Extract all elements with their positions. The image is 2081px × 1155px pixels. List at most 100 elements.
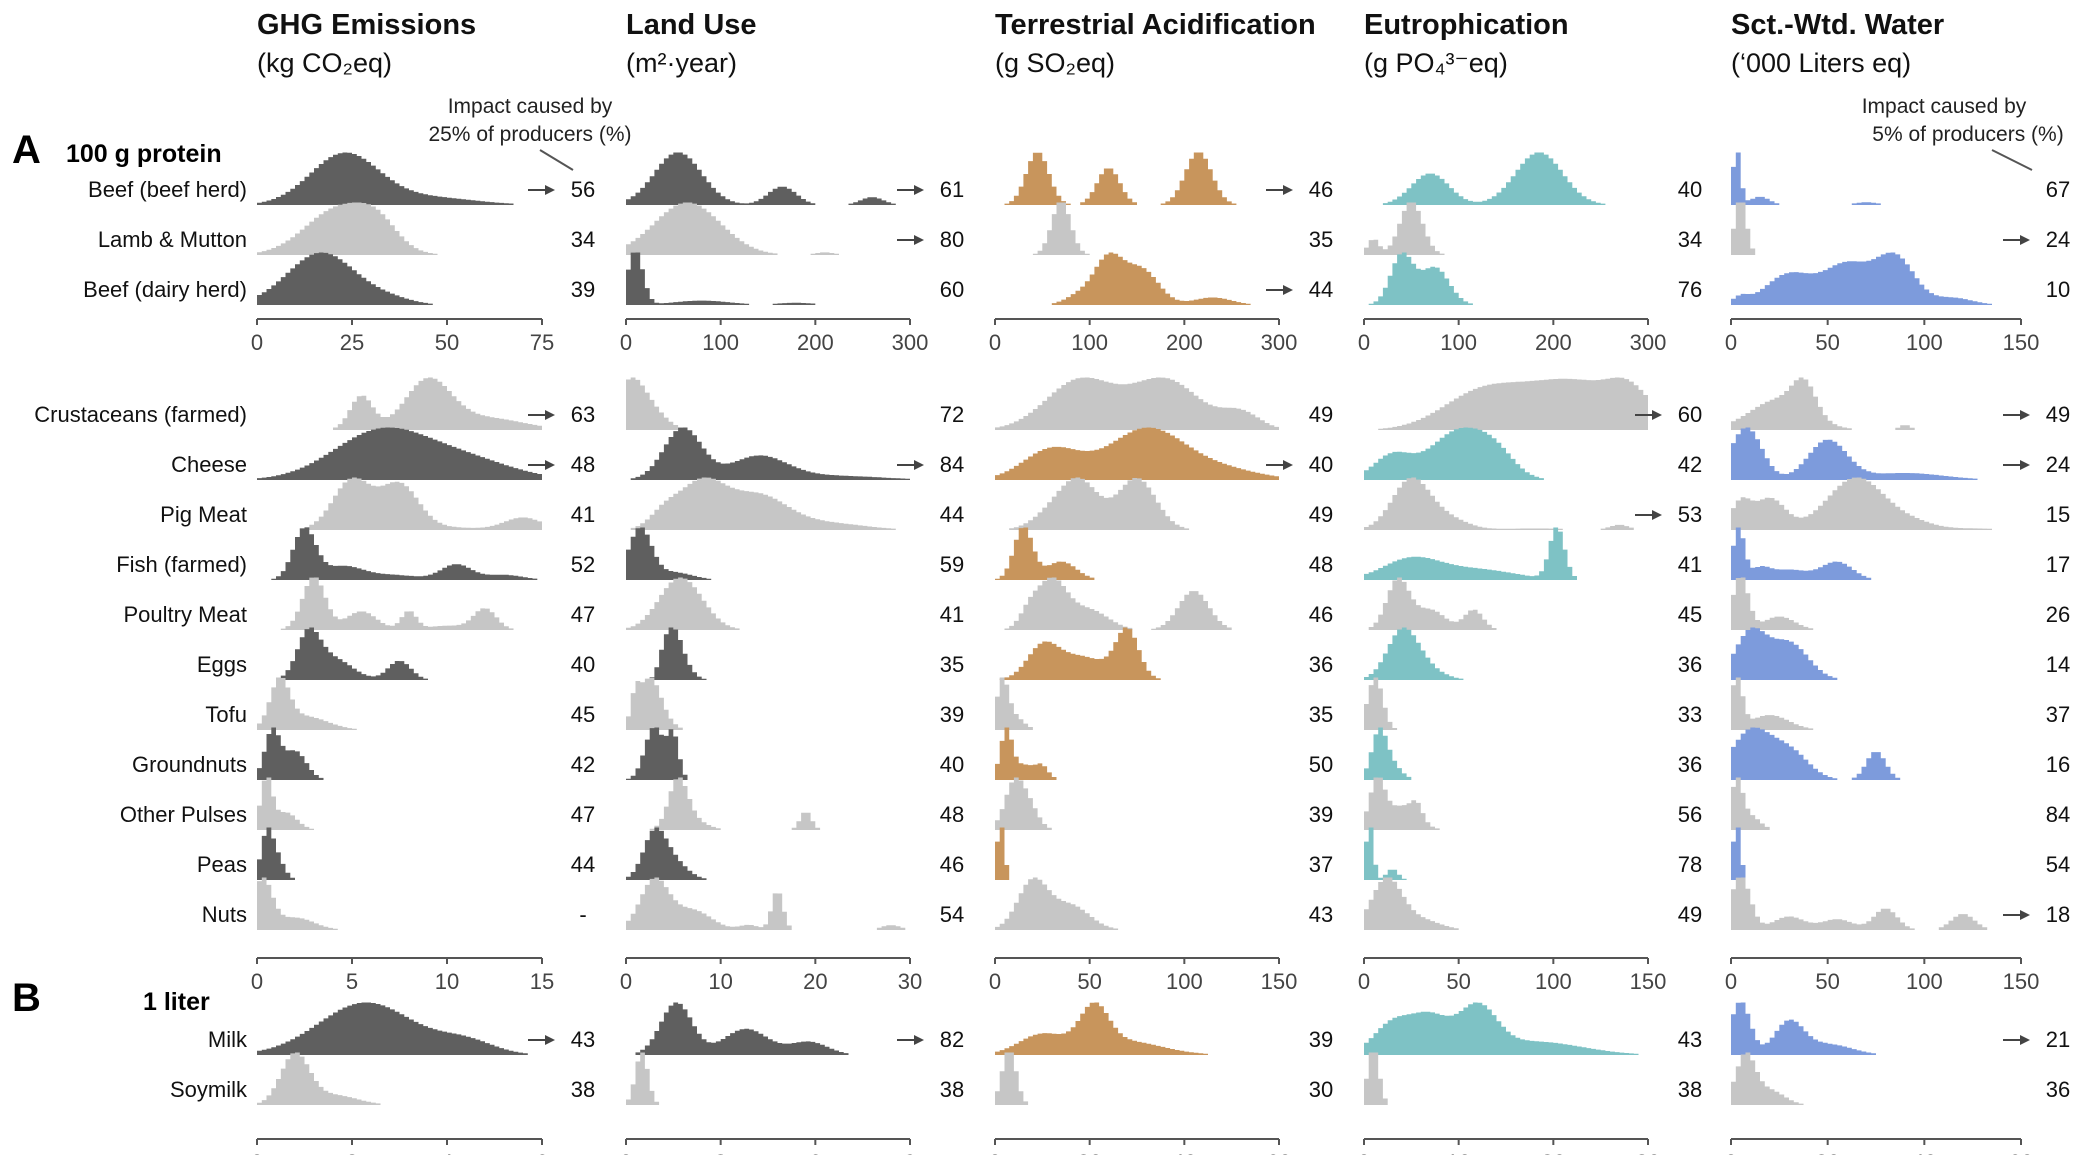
distribution-ghg bbox=[257, 827, 295, 880]
distribution-acid bbox=[1004, 152, 1237, 205]
right-arrow-icon bbox=[914, 460, 924, 470]
share-value-land: 48 bbox=[940, 802, 964, 827]
x-tick-label: 50 bbox=[1815, 969, 1839, 994]
x-tick-label: 0 bbox=[1725, 969, 1737, 994]
row-label: Beef (beef herd) bbox=[88, 177, 247, 202]
distribution-eutro bbox=[1364, 202, 1445, 255]
distribution-ghg bbox=[257, 152, 514, 205]
share-value-land: 61 bbox=[940, 177, 964, 202]
share-value-water: 67 bbox=[2046, 177, 2070, 202]
share-value-acid: 46 bbox=[1309, 602, 1333, 627]
distribution-ghg bbox=[257, 1052, 381, 1105]
x-tick-label: 4 bbox=[441, 1150, 453, 1155]
x-tick-label: 50 bbox=[1446, 969, 1470, 994]
x-tick-label: 50 bbox=[1077, 969, 1101, 994]
x-tick-label: 9 bbox=[904, 1150, 916, 1155]
distribution-ghg bbox=[280, 577, 514, 630]
x-tick-label: 100 bbox=[702, 330, 739, 355]
distribution-ghg bbox=[257, 427, 542, 480]
share-value-land: 84 bbox=[940, 452, 964, 477]
header-title-ghg: GHG Emissions bbox=[257, 9, 476, 41]
x-tick-label: 20 bbox=[1815, 1150, 1839, 1155]
x-tick-label: 25 bbox=[340, 330, 364, 355]
share-value-acid: 48 bbox=[1309, 552, 1333, 577]
right-arrow-icon bbox=[2020, 910, 2030, 920]
share-value-ghg: 43 bbox=[571, 1027, 595, 1052]
row-label: Lamb & Mutton bbox=[98, 227, 247, 252]
distribution-land bbox=[626, 202, 839, 255]
distribution-land bbox=[626, 877, 906, 930]
panel-b-title: 1 liter bbox=[143, 988, 210, 1016]
row-label: Tofu bbox=[205, 702, 247, 727]
header-unit-land: (m²·year) bbox=[626, 48, 737, 78]
distribution-land bbox=[635, 1002, 849, 1055]
x-tick-label: 100 bbox=[1906, 969, 1943, 994]
distribution-acid bbox=[995, 727, 1057, 780]
row-beef-beef-herd: Beef (beef herd) 56 61 46 40 67 bbox=[88, 152, 2070, 205]
x-tick-label: 10 bbox=[1446, 1150, 1470, 1155]
x-tick-label: 0 bbox=[989, 969, 1001, 994]
x-tick-label: 200 bbox=[797, 330, 834, 355]
right-arrow-icon bbox=[2020, 460, 2030, 470]
share-value-water: 49 bbox=[2046, 402, 2070, 427]
share-value-eutro: 38 bbox=[1678, 1077, 1702, 1102]
distribution-land bbox=[626, 677, 683, 730]
row-eggs: Eggs 40 35 36 36 14 bbox=[197, 627, 2070, 680]
distribution-land bbox=[649, 777, 821, 830]
distribution-water bbox=[1731, 527, 1872, 580]
row-lamb-mutton: Lamb & Mutton 34 80 35 34 24 bbox=[98, 202, 2070, 255]
distribution-eutro bbox=[1364, 1002, 1639, 1055]
share-value-eutro: 36 bbox=[1678, 752, 1702, 777]
distribution-water bbox=[1731, 677, 1814, 730]
share-value-water: 24 bbox=[2046, 227, 2070, 252]
distribution-water bbox=[1731, 152, 1881, 205]
distribution-land bbox=[626, 527, 712, 580]
distribution-acid bbox=[1009, 477, 1190, 530]
distribution-land bbox=[649, 627, 707, 680]
x-tick-label: 75 bbox=[530, 330, 554, 355]
distribution-eutro bbox=[1364, 1052, 1388, 1105]
x-tick-label: 200 bbox=[1166, 330, 1203, 355]
distribution-eutro bbox=[1364, 677, 1398, 730]
x-tick-label: 0 bbox=[1358, 969, 1370, 994]
distribution-acid bbox=[995, 377, 1279, 430]
header-unit-ghg: (kg CO₂eq) bbox=[257, 48, 392, 78]
right-arrow-icon bbox=[545, 410, 555, 420]
x-tick-label: 150 bbox=[2003, 969, 2040, 994]
distribution-ghg bbox=[257, 677, 357, 730]
row-tofu: Tofu 45 39 35 33 37 bbox=[205, 677, 2070, 730]
row-label: Fish (farmed) bbox=[116, 552, 247, 577]
right-arrow-icon bbox=[1652, 410, 1662, 420]
share-value-land: 35 bbox=[940, 652, 964, 677]
row-soymilk: Soymilk 38 38 30 38 36 bbox=[170, 1052, 2070, 1105]
distribution-water bbox=[1731, 777, 1770, 830]
share-value-land: 41 bbox=[940, 602, 964, 627]
distribution-water bbox=[1731, 877, 1988, 930]
right-arrow-icon bbox=[545, 460, 555, 470]
x-tick-label: 100 bbox=[1535, 969, 1572, 994]
distribution-ghg bbox=[257, 727, 324, 780]
x-tick-label: 150 bbox=[2003, 330, 2040, 355]
header-title-acid: Terrestrial Acidification bbox=[995, 9, 1316, 41]
x-tick-label: 2 bbox=[346, 1150, 358, 1155]
distribution-land bbox=[626, 577, 740, 630]
x-tick-label: 0 bbox=[251, 969, 263, 994]
share-value-land: 39 bbox=[940, 702, 964, 727]
share-value-ghg: - bbox=[579, 902, 586, 927]
row-fish-farmed: Fish (farmed) 52 59 48 41 17 bbox=[116, 527, 2070, 580]
row-label: Nuts bbox=[202, 902, 247, 927]
distribution-eutro bbox=[1364, 527, 1577, 580]
x-tick-label: 20 bbox=[1541, 1150, 1565, 1155]
x-axes: 0 25 50 75 0 100 200 300 0 100 200 300 0 100 200 300 0 50… bbox=[251, 318, 2040, 1155]
panel-a-title: 100 g protein bbox=[66, 140, 222, 168]
share-value-eutro: 40 bbox=[1678, 177, 1702, 202]
share-value-ghg: 42 bbox=[571, 752, 595, 777]
share-value-acid: 39 bbox=[1309, 1027, 1333, 1052]
panel-a-label: A bbox=[12, 128, 41, 172]
x-tick-label: 0 bbox=[620, 969, 632, 994]
distribution-acid bbox=[995, 877, 1119, 930]
x-tick-label: 0 bbox=[620, 1150, 632, 1155]
x-tick-label: 20 bbox=[1077, 1150, 1101, 1155]
distribution-acid bbox=[999, 627, 1161, 680]
